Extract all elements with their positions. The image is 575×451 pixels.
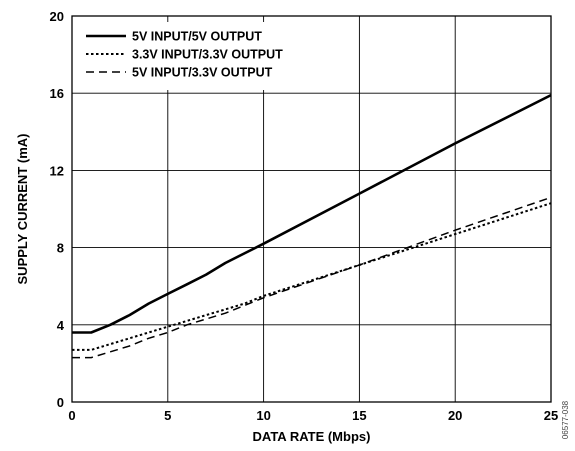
legend-background xyxy=(80,22,342,90)
series-line-solid xyxy=(72,93,552,334)
y-axis-label: SUPPLY CURRENT (mA) xyxy=(15,134,30,285)
x-tick-label: 10 xyxy=(256,408,270,423)
y-tick-label: 8 xyxy=(57,241,64,256)
y-tick-label: 0 xyxy=(57,395,64,410)
x-tick-label: 5 xyxy=(164,408,171,423)
y-tick-label: 20 xyxy=(50,9,64,24)
series-lines xyxy=(72,93,552,359)
y-tick-label: 12 xyxy=(50,163,64,178)
x-axis-label: DATA RATE (Mbps) xyxy=(253,429,371,444)
legend-label: 3.3V INPUT/3.3V OUTPUT xyxy=(132,48,283,62)
legend-label: 5V INPUT/5V OUTPUT xyxy=(132,30,262,44)
x-tick-label: 25 xyxy=(544,408,558,423)
legend-label: 5V INPUT/3.3V OUTPUT xyxy=(132,66,273,80)
series-line-dotted xyxy=(72,202,552,351)
x-tick-labels: 0 5 10 15 20 25 xyxy=(68,408,558,423)
x-tick-label: 20 xyxy=(448,408,462,423)
y-tick-label: 16 xyxy=(50,86,64,101)
legend: 5V INPUT/5V OUTPUT 3.3V INPUT/3.3V OUTPUT… xyxy=(80,22,342,90)
y-tick-label: 4 xyxy=(57,318,65,333)
x-tick-label: 15 xyxy=(352,408,366,423)
plot-frame xyxy=(71,15,552,403)
figure-code: 06577-038 xyxy=(561,400,570,439)
series-line-dashed xyxy=(72,196,552,359)
x-tick-label: 0 xyxy=(68,408,75,423)
y-tick-labels: 0 4 8 12 16 20 xyxy=(50,9,65,410)
